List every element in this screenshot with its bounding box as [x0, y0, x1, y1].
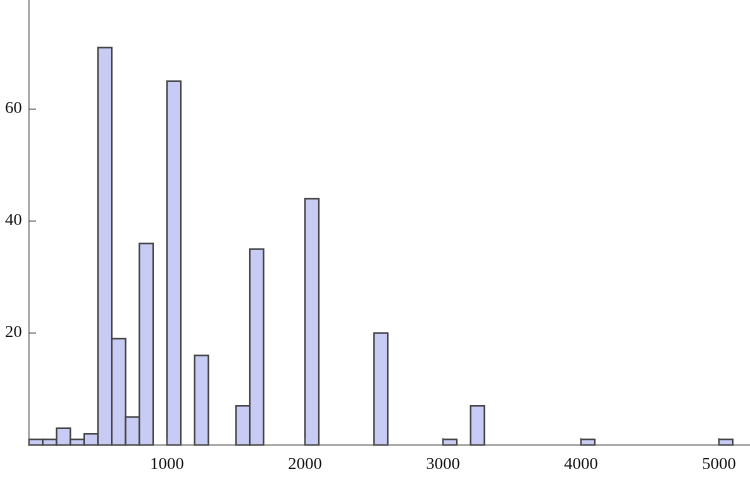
bar: [41, 438, 58, 446]
x-tick-label: 5000: [702, 454, 736, 473]
bar: [83, 433, 99, 446]
bar: [69, 438, 85, 446]
bar: [373, 332, 389, 446]
bar: [304, 197, 320, 446]
bar: [55, 427, 72, 446]
y-tick-label: 40: [5, 210, 22, 229]
bar: [138, 242, 154, 446]
bar: [718, 438, 734, 446]
bar: [110, 337, 127, 446]
bar: [580, 438, 596, 446]
y-tick-label: 60: [5, 98, 22, 117]
x-tick-label: 4000: [564, 454, 598, 473]
bar: [469, 405, 486, 446]
bar: [193, 354, 210, 446]
bar: [28, 438, 44, 446]
bar: [97, 46, 113, 446]
bar: [442, 438, 458, 446]
x-tick-label: 3000: [426, 454, 460, 473]
x-tick-label: 2000: [288, 454, 322, 473]
x-tick-label: 1000: [150, 454, 184, 473]
y-tick-label: 20: [5, 322, 22, 341]
bar: [248, 248, 265, 446]
bar: [124, 416, 141, 446]
bar: [166, 80, 182, 446]
bar: [235, 405, 251, 446]
